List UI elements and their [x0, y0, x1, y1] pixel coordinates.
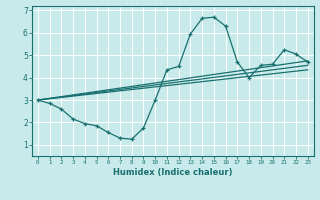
X-axis label: Humidex (Indice chaleur): Humidex (Indice chaleur) — [113, 168, 233, 177]
